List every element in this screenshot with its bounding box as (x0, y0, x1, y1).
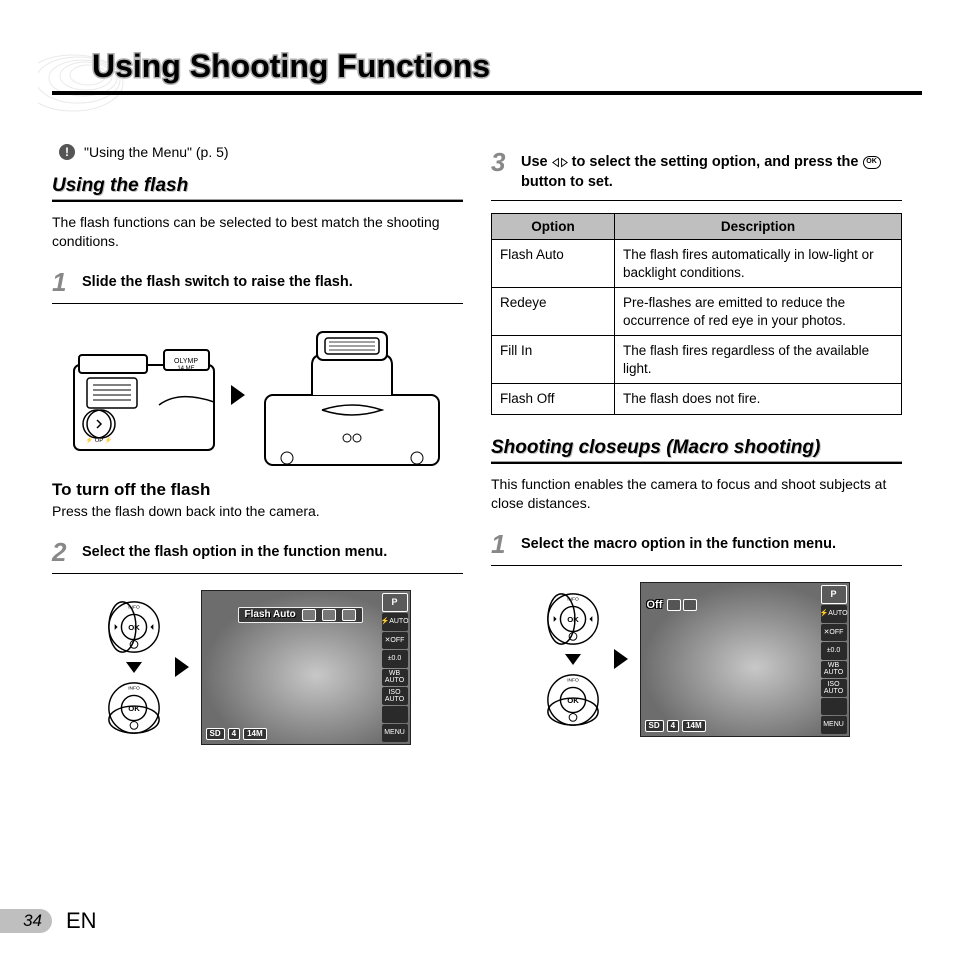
svg-text:OK: OK (128, 623, 140, 632)
lcd-screen: Off P ⚡AUTO ✕OFF ±0.0 WB AUTO ISO AUTO M… (640, 582, 850, 737)
arrow-down-icon (565, 654, 581, 665)
step-number: 1 (491, 531, 513, 557)
step-2-flash: 2 Select the flash option in the functio… (52, 533, 463, 574)
step-3-flash: 3 Use to select the setting option, and … (491, 143, 902, 201)
dial-ok-icon: OK INFO (544, 590, 602, 648)
note-text: "Using the Menu" (p. 5) (84, 144, 229, 160)
step-1-macro: 1 Select the macro option in the functio… (491, 525, 902, 566)
right-column: 3 Use to select the setting option, and … (491, 143, 902, 755)
step-1-flash: 1 Slide the flash switch to raise the fl… (52, 263, 463, 304)
flash-intro: The flash functions can be selected to b… (52, 213, 463, 251)
svg-text:INFO: INFO (128, 685, 140, 691)
step-number: 2 (52, 539, 74, 565)
arrow-right-icon (231, 385, 245, 405)
section-heading-macro: Shooting closeups (Macro shooting) (491, 437, 902, 461)
svg-text:OK: OK (567, 696, 579, 705)
svg-text:OK: OK (567, 615, 579, 624)
svg-text:!: ! (65, 145, 69, 159)
macro-intro: This function enables the camera to focu… (491, 475, 902, 513)
table-row: Redeye Pre-flashes are emitted to reduce… (492, 288, 902, 336)
dial-ok-icon: OK INFO (544, 671, 602, 729)
illustration-select-macro: OK INFO OK INFO (491, 582, 902, 737)
lcd-side-icons: P ⚡AUTO ✕OFF ±0.0 WB AUTO ISO AUTO MENU (819, 583, 849, 736)
svg-text:OK: OK (128, 704, 140, 713)
svg-text:14 ME: 14 ME (177, 366, 194, 372)
note: ! "Using the Menu" (p. 5) (58, 143, 463, 161)
dial-ok-icon: OK INFO (105, 679, 163, 737)
turnoff-text: Press the flash down back into the camer… (52, 502, 463, 521)
page-title: Using Shooting Functions Using Shooting … (92, 48, 902, 91)
table-header-description: Description (615, 214, 902, 240)
arrow-right-icon (614, 649, 628, 669)
section-heading-flash: Using the flash (52, 175, 463, 199)
lcd-flash-label: Flash Auto (238, 607, 363, 623)
table-row: Flash Off The flash does not fire. (492, 384, 902, 415)
svg-text:INFO: INFO (567, 677, 579, 683)
options-table: Option Description Flash Auto The flash … (491, 213, 902, 415)
turnoff-heading: To turn off the flash (52, 480, 463, 500)
svg-text:OLYMP: OLYMP (174, 358, 198, 365)
page-language: EN (66, 908, 97, 934)
dial-ok-icon: OK INFO (105, 598, 163, 656)
illustration-select-flash: OK INFO OK INFO (52, 590, 463, 745)
lcd-side-icons: P ⚡AUTO ✕OFF ±0.0 WB AUTO ISO AUTO MENU (380, 591, 410, 744)
ok-button-icon: OK (863, 156, 881, 169)
illustration-raise-flash: OLYMP 14 ME ⚡ UP ⚡ (52, 320, 463, 470)
table-row: Fill In The flash fires regardless of th… (492, 336, 902, 384)
table-row: Flash Auto The flash fires automatically… (492, 240, 902, 288)
svg-text:⚡ UP ⚡: ⚡ UP ⚡ (85, 436, 112, 444)
page-number: 34 (0, 909, 52, 933)
step-number: 1 (52, 269, 74, 295)
left-right-triangles-icon (552, 157, 568, 168)
table-header-option: Option (492, 214, 615, 240)
step-number: 3 (491, 149, 513, 192)
info-icon: ! (58, 143, 76, 161)
lcd-macro-label: Off (647, 599, 698, 611)
camera-closed-icon: OLYMP 14 ME ⚡ UP ⚡ (69, 330, 219, 460)
arrow-right-icon (175, 657, 189, 677)
page-footer: 34 EN (0, 908, 97, 934)
arrow-down-icon (126, 662, 142, 673)
lcd-screen: Flash Auto P ⚡AUTO ✕OFF ±0.0 WB AUTO ISO… (201, 590, 411, 745)
left-column: ! "Using the Menu" (p. 5) Using the flas… (52, 143, 463, 755)
camera-flash-raised-icon (257, 320, 447, 470)
